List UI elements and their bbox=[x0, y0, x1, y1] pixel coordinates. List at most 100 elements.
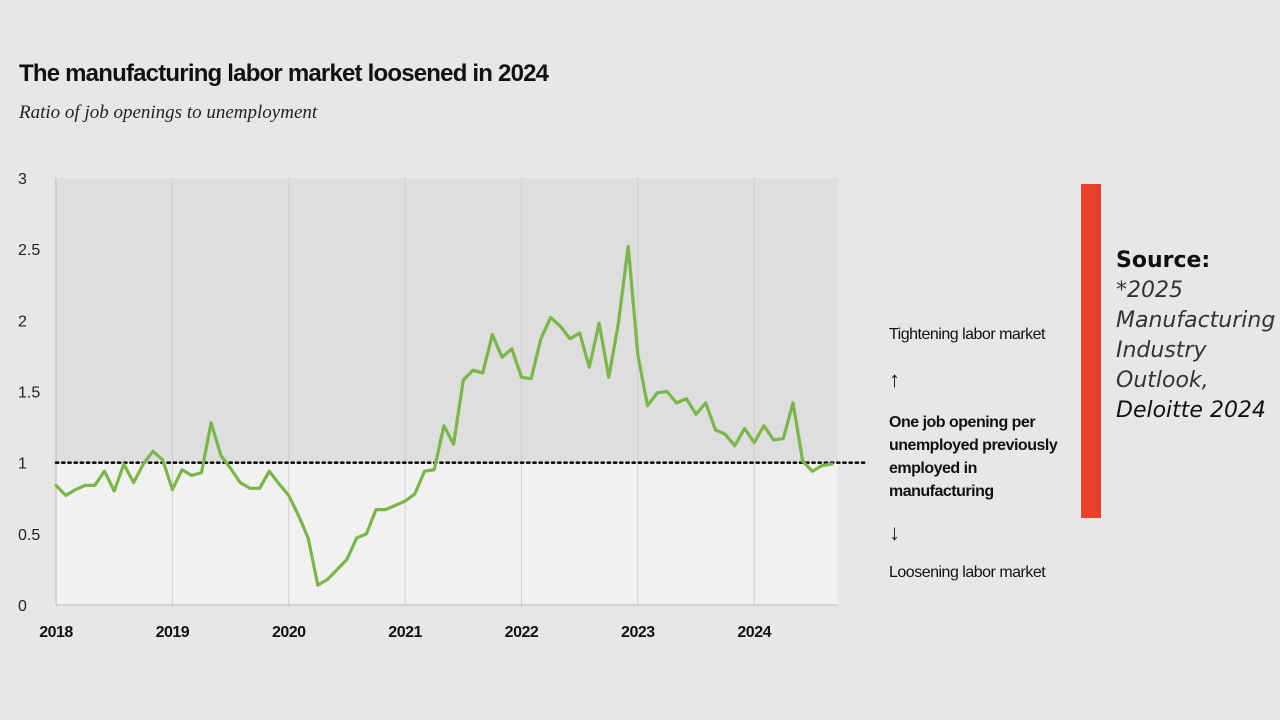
y-tick-label: 2 bbox=[18, 313, 27, 330]
y-tick-label: 1.5 bbox=[18, 385, 40, 402]
data-point bbox=[443, 424, 445, 427]
data-point bbox=[540, 338, 542, 340]
data-point bbox=[724, 433, 726, 436]
data-point bbox=[617, 322, 620, 325]
data-point bbox=[365, 533, 368, 535]
data-point bbox=[481, 372, 484, 374]
data-point bbox=[161, 459, 164, 461]
data-point bbox=[772, 439, 775, 441]
chart-title: The manufacturing labor market loosened … bbox=[19, 60, 549, 87]
x-tick-label: 2021 bbox=[388, 624, 422, 641]
data-point bbox=[530, 377, 532, 380]
data-point bbox=[346, 558, 348, 561]
data-point bbox=[249, 487, 251, 490]
data-point bbox=[511, 348, 513, 350]
data-point bbox=[743, 427, 746, 430]
data-point bbox=[200, 471, 203, 474]
data-point bbox=[210, 422, 212, 424]
data-point bbox=[113, 490, 115, 492]
y-tick-label: 0.5 bbox=[18, 527, 40, 544]
data-point bbox=[384, 508, 387, 511]
data-point bbox=[501, 356, 503, 359]
data-point bbox=[831, 463, 833, 465]
data-point bbox=[84, 484, 86, 487]
x-tick-label: 2022 bbox=[505, 624, 539, 641]
source-organization: Deloitte 2024 bbox=[1116, 398, 1266, 423]
data-point bbox=[152, 450, 154, 453]
data-point bbox=[171, 488, 174, 491]
data-point bbox=[268, 470, 271, 473]
data-point bbox=[704, 402, 707, 404]
data-point bbox=[666, 390, 668, 393]
data-point bbox=[598, 322, 600, 325]
x-tick-label: 2019 bbox=[156, 624, 190, 641]
data-point bbox=[695, 413, 697, 416]
data-point bbox=[181, 469, 183, 471]
data-point bbox=[763, 424, 765, 427]
x-tick-label: 2023 bbox=[621, 624, 655, 641]
source-accent-bar bbox=[1081, 184, 1101, 518]
data-point bbox=[297, 514, 300, 517]
data-point bbox=[229, 467, 232, 470]
data-point bbox=[74, 488, 77, 491]
data-point bbox=[433, 469, 436, 471]
data-point bbox=[375, 508, 377, 511]
upper-band bbox=[56, 178, 838, 463]
data-point bbox=[191, 474, 193, 477]
data-point bbox=[394, 504, 397, 507]
x-tick-label: 2024 bbox=[737, 624, 771, 641]
y-tick-label: 2.5 bbox=[18, 242, 40, 259]
data-point bbox=[646, 404, 649, 407]
down-arrow-icon: ↓ bbox=[889, 520, 900, 545]
data-point bbox=[142, 463, 145, 465]
data-point bbox=[64, 494, 67, 497]
data-point bbox=[608, 376, 610, 379]
data-point bbox=[123, 463, 125, 465]
y-tick-label: 0 bbox=[18, 598, 27, 615]
data-point bbox=[278, 483, 280, 485]
data-point bbox=[414, 493, 416, 495]
data-point bbox=[714, 429, 717, 431]
lower-band bbox=[56, 462, 838, 605]
data-point bbox=[307, 537, 310, 539]
y-tick-label: 1 bbox=[18, 456, 27, 473]
data-point bbox=[239, 481, 241, 484]
data-point bbox=[220, 454, 222, 457]
data-point bbox=[103, 470, 106, 473]
data-point bbox=[753, 441, 755, 444]
up-arrow-icon: ↑ bbox=[889, 367, 900, 392]
loosening-label: Loosening labor market bbox=[889, 564, 1046, 581]
data-point bbox=[336, 568, 339, 571]
data-point bbox=[821, 464, 823, 467]
data-point bbox=[462, 379, 465, 381]
source-note: Source: *2025 Manufacturing Industry Out… bbox=[1116, 246, 1276, 426]
data-point bbox=[287, 494, 290, 497]
tightening-label: Tightening labor market bbox=[889, 326, 1046, 343]
x-tick-label: 2020 bbox=[272, 624, 306, 641]
data-point bbox=[801, 460, 804, 463]
data-point bbox=[685, 397, 688, 400]
y-tick-label: 3 bbox=[18, 171, 27, 188]
data-point bbox=[782, 437, 785, 440]
data-point bbox=[326, 578, 329, 581]
data-point bbox=[792, 402, 794, 404]
chart-subtitle: Ratio of job openings to unemployment bbox=[19, 102, 318, 123]
data-point bbox=[94, 484, 96, 487]
data-point bbox=[588, 366, 591, 369]
data-point bbox=[132, 481, 135, 484]
data-point bbox=[355, 537, 358, 539]
data-point bbox=[491, 333, 494, 336]
data-point bbox=[520, 376, 523, 379]
data-point bbox=[734, 444, 736, 447]
data-point bbox=[452, 443, 455, 446]
data-point bbox=[472, 369, 474, 372]
reference-line-label: One job opening per unemployed previousl… bbox=[889, 414, 1058, 500]
data-point bbox=[675, 402, 678, 404]
data-point bbox=[578, 332, 581, 334]
data-point bbox=[258, 487, 261, 490]
data-point bbox=[627, 245, 629, 248]
data-point bbox=[811, 470, 814, 473]
data-point bbox=[569, 338, 571, 340]
data-point bbox=[559, 325, 561, 327]
